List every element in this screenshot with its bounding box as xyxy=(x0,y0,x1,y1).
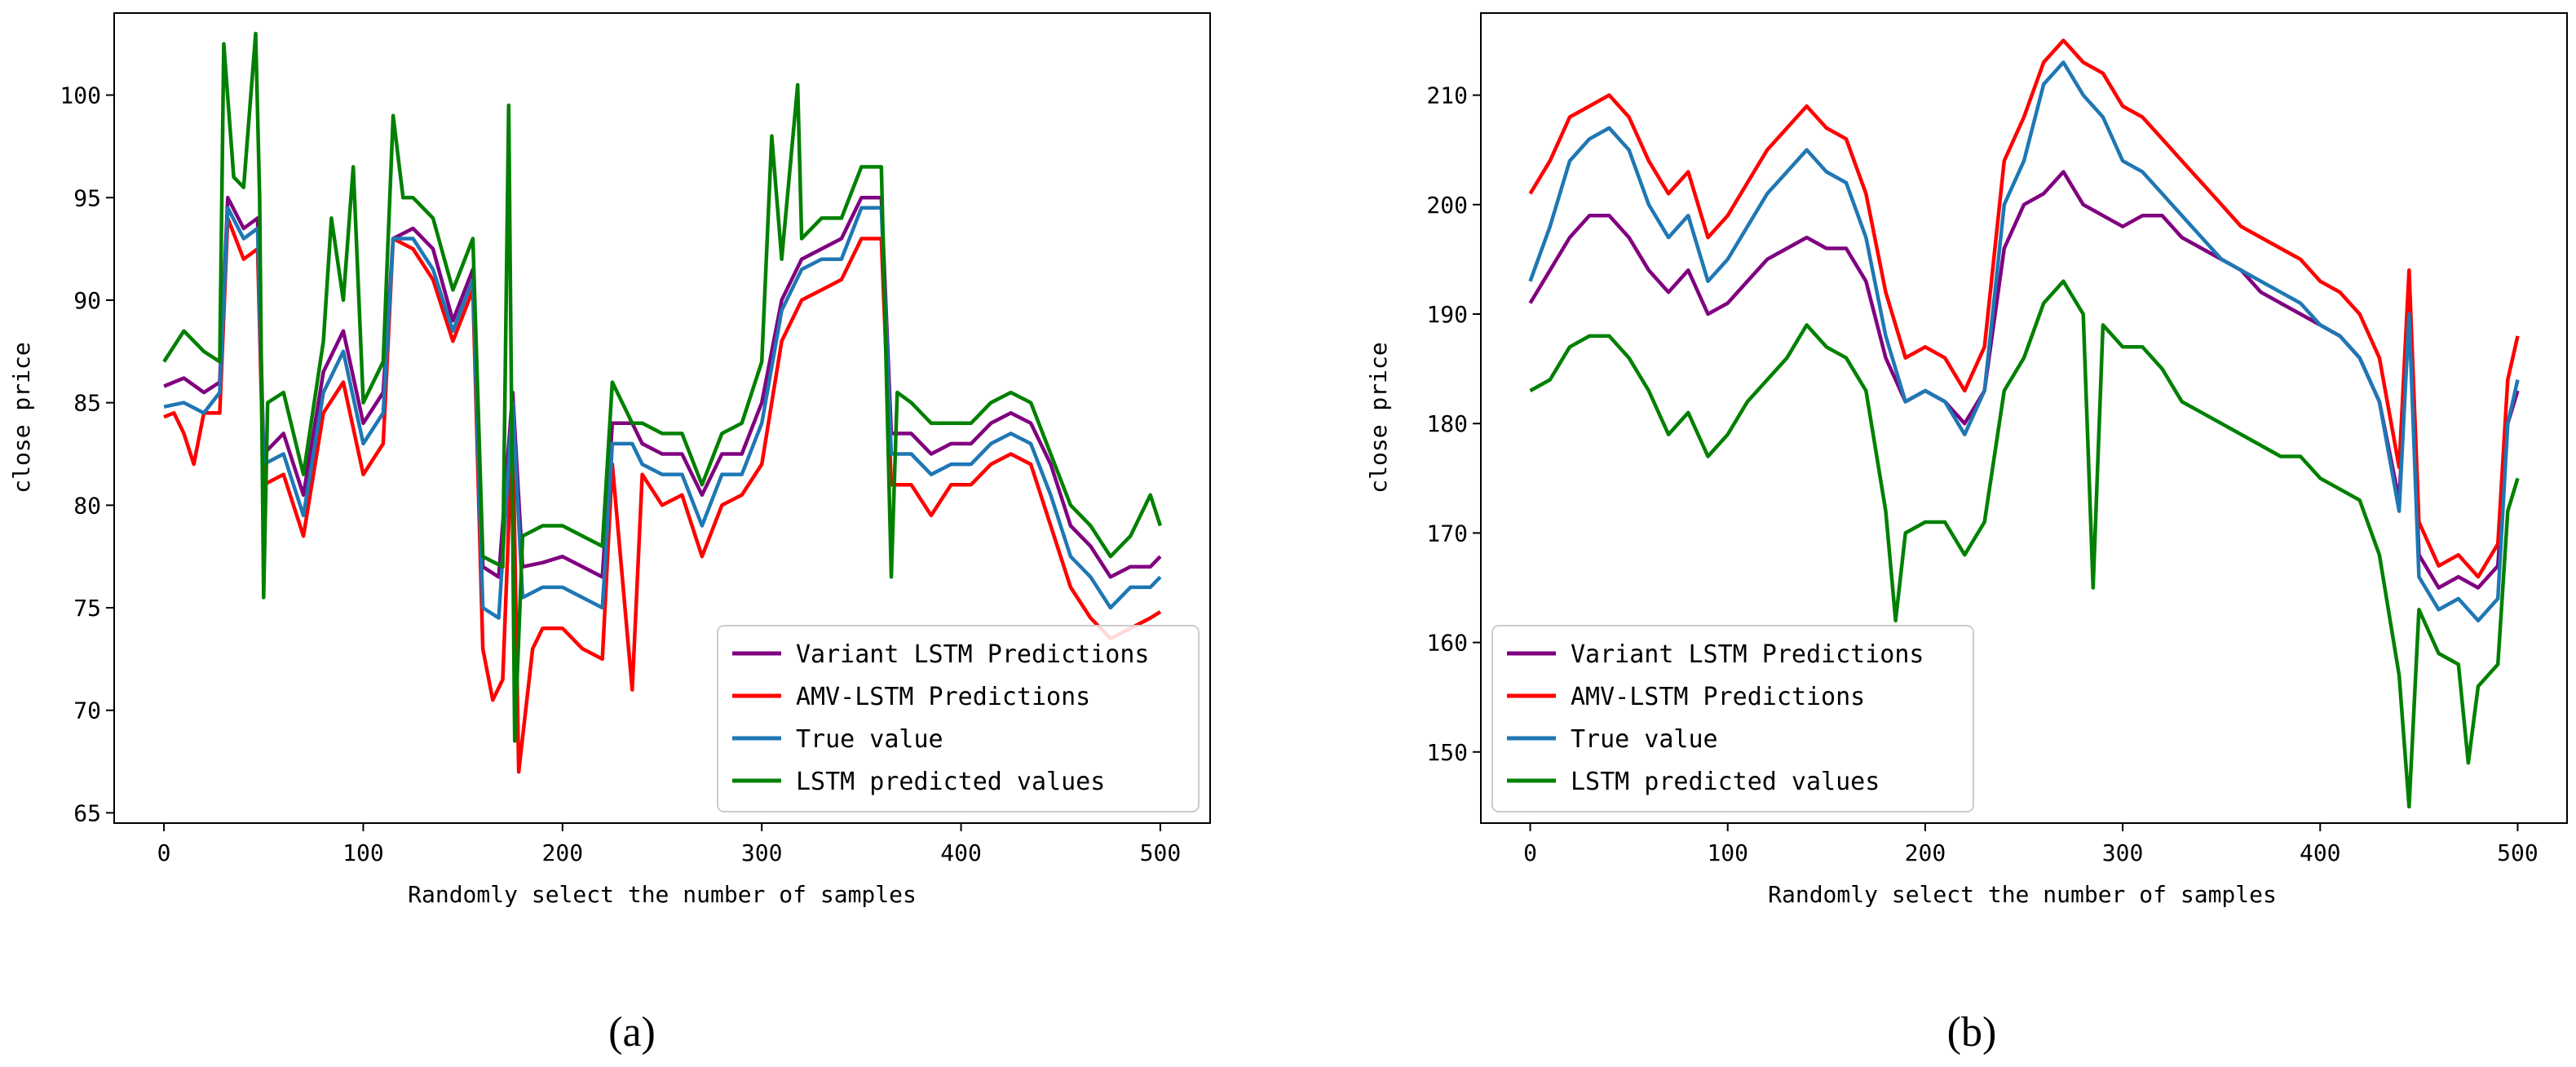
x-axis-title-b: Randomly select the number of samples xyxy=(1768,881,2277,908)
legend-a: Variant LSTM Predictions AMV-LSTM Predict… xyxy=(717,625,1200,812)
legend-label-a-1: AMV-LSTM Predictions xyxy=(796,683,1090,711)
plot-frame-b xyxy=(1480,12,2568,824)
series-line-a-2 xyxy=(163,206,1162,620)
x-axis-title-a: Randomly select the number of samples xyxy=(408,881,917,908)
y-tick-label-a-1: 70 xyxy=(73,697,101,724)
legend-label-a-2: True value xyxy=(796,725,943,754)
series-lines-b xyxy=(1528,38,2520,809)
y-axis-title-b: close price xyxy=(1365,342,1392,493)
x-tick-label-b-1: 100 xyxy=(1707,839,1748,866)
y-tick-label-a-0: 65 xyxy=(73,799,101,826)
legend-label-a-3: LSTM predicted values xyxy=(796,768,1105,796)
y-tick-label-a-3: 80 xyxy=(73,492,101,519)
x-tick-label-a-3: 300 xyxy=(741,839,783,866)
panel-caption-b: (b) xyxy=(1947,1009,1997,1056)
series-line-a-1 xyxy=(163,216,1162,774)
legend-b: Variant LSTM Predictions AMV-LSTM Predict… xyxy=(1491,625,1974,812)
y-tick-label-b-2: 170 xyxy=(1426,520,1468,547)
x-tick-label-b-0: 0 xyxy=(1523,839,1537,866)
y-tick-label-a-6: 95 xyxy=(73,184,101,211)
legend-label-b-2: True value xyxy=(1571,725,1718,754)
plot-frame-a xyxy=(113,12,1211,824)
y-tick-label-b-1: 160 xyxy=(1426,630,1468,657)
y-tick-label-a-4: 85 xyxy=(73,390,101,417)
legend-box-b xyxy=(1491,625,1974,812)
x-tick-label-b-2: 200 xyxy=(1905,839,1946,866)
series-lines-a xyxy=(162,31,1163,774)
x-tick-label-a-5: 500 xyxy=(1140,839,1182,866)
legend-label-a-0: Variant LSTM Predictions xyxy=(796,640,1149,669)
y-tick-label-a-7: 100 xyxy=(60,82,101,109)
x-tick-label-b-3: 300 xyxy=(2102,839,2144,866)
x-tick-label-a-1: 100 xyxy=(342,839,384,866)
chart-panel-a: Randomly select the number of samples cl… xyxy=(8,12,1211,1056)
legend-label-b-3: LSTM predicted values xyxy=(1571,768,1880,796)
panel-caption-a: (a) xyxy=(608,1009,656,1056)
legend-label-b-0: Variant LSTM Predictions xyxy=(1571,640,1924,669)
series-line-b-2 xyxy=(1528,60,2520,623)
chart-panel-b: Randomly select the number of samples cl… xyxy=(1365,12,2568,1056)
series-line-a-3 xyxy=(162,31,1163,743)
y-tick-label-b-3: 180 xyxy=(1426,410,1468,437)
y-tick-label-b-6: 210 xyxy=(1426,82,1468,109)
y-tick-label-a-5: 90 xyxy=(73,287,101,314)
x-tick-label-b-5: 500 xyxy=(2497,839,2538,866)
x-tick-label-a-0: 0 xyxy=(157,839,171,866)
y-tick-label-b-5: 200 xyxy=(1426,192,1468,219)
series-line-b-1 xyxy=(1528,38,2520,579)
legend-box-a xyxy=(717,625,1200,812)
y-tick-label-b-4: 190 xyxy=(1426,301,1468,328)
series-line-b-3 xyxy=(1529,279,2520,809)
legend-label-b-1: AMV-LSTM Predictions xyxy=(1571,683,1865,711)
x-tick-label-a-4: 400 xyxy=(940,839,982,866)
y-tick-label-b-0: 150 xyxy=(1426,739,1468,766)
x-tick-label-b-4: 400 xyxy=(2300,839,2341,866)
y-axis-title-a: close price xyxy=(8,342,35,493)
x-tick-label-a-2: 200 xyxy=(542,839,584,866)
y-tick-label-a-2: 75 xyxy=(73,595,101,622)
